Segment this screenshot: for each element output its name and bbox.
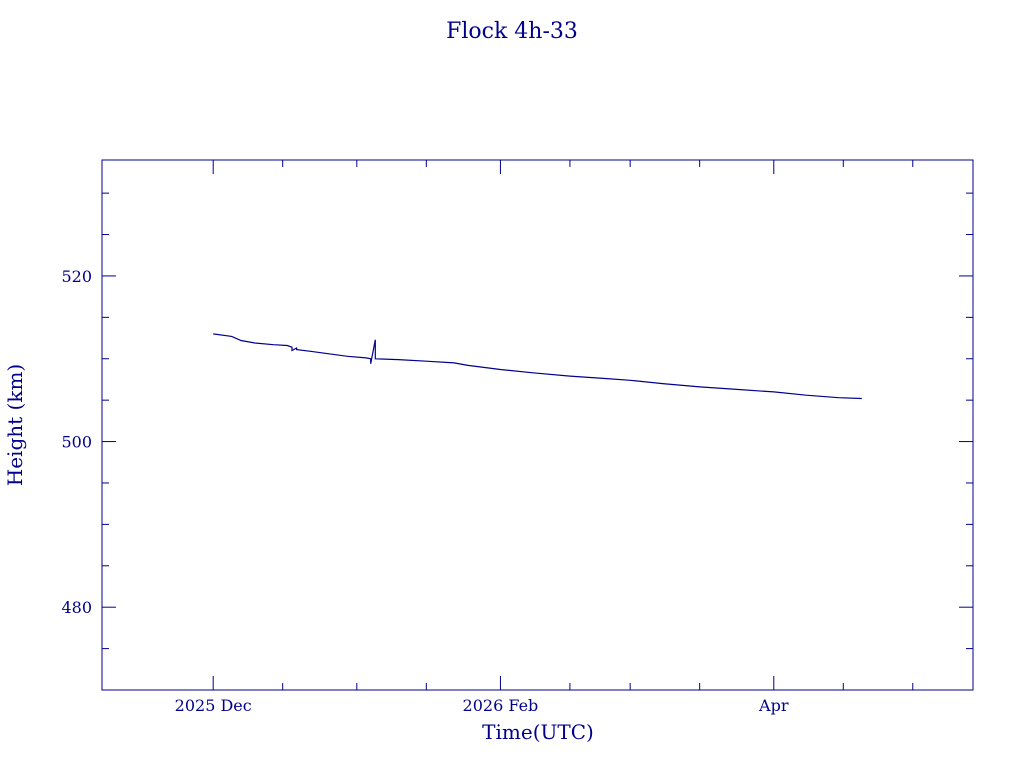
y-tick-label: 500 (61, 433, 92, 452)
x-tick-label: Apr (758, 696, 789, 715)
y-axis-label: Height (km) (3, 364, 27, 486)
x-axis-ticks (212, 160, 914, 690)
y-axis-ticks (102, 192, 973, 650)
chart-title: Flock 4h-33 (446, 19, 578, 44)
x-tick-label: 2026 Feb (463, 696, 539, 715)
y-axis-tick-labels: 480 500 520 (61, 267, 92, 617)
x-axis-tick-labels: 2025 Dec 2026 Feb Apr (175, 696, 789, 715)
series-line (213, 333, 862, 400)
x-axis-label: Time(UTC) (482, 720, 594, 744)
y-tick-label: 520 (61, 267, 92, 286)
plot-frame (101, 159, 974, 691)
x-tick-label: 2025 Dec (175, 696, 252, 715)
y-tick-label: 480 (61, 598, 92, 617)
